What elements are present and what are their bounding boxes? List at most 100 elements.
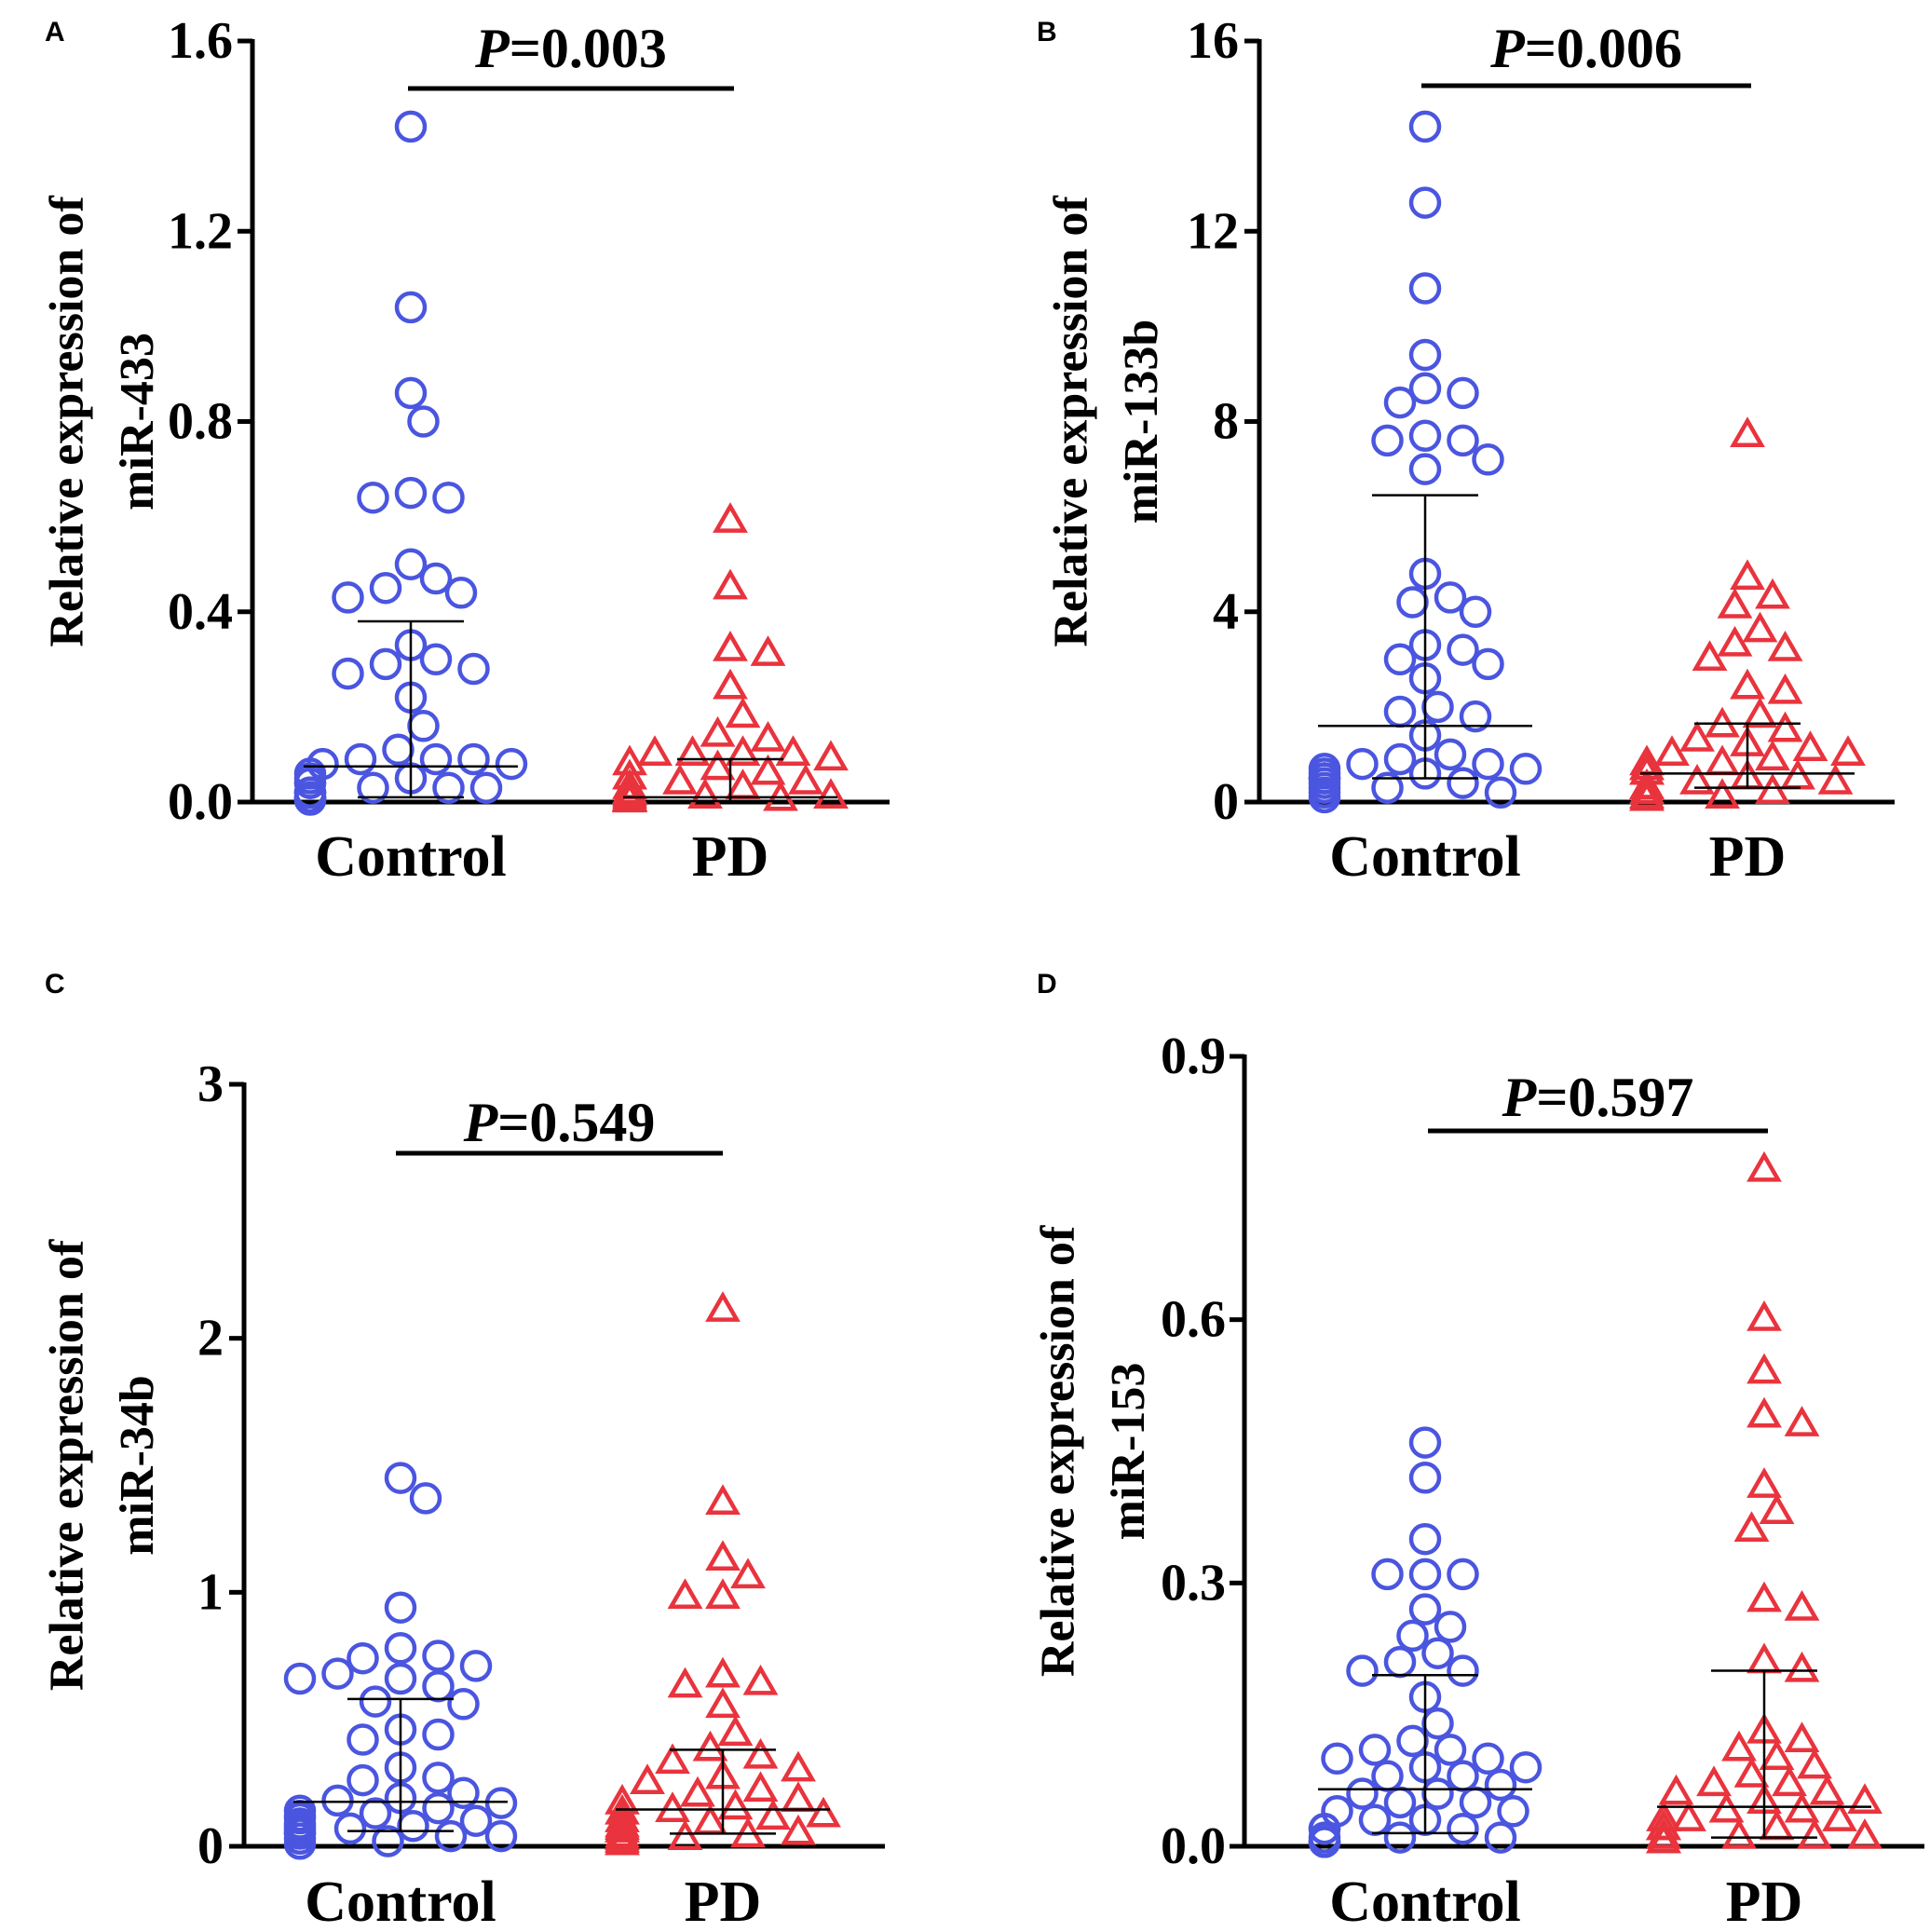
data-point-pd [1679, 763, 1715, 795]
data-point-pd [705, 1656, 741, 1688]
data-point-control [1308, 781, 1341, 814]
data-point-pd [655, 1743, 690, 1775]
data-point-control [1408, 372, 1442, 405]
data-point-control [332, 657, 364, 690]
data-point-pd [1767, 711, 1803, 742]
data-point-control [1421, 690, 1454, 724]
panel-letter: C [45, 969, 65, 1000]
data-point-control [384, 1462, 417, 1494]
y-tick-label: 0.9 [1161, 1027, 1226, 1085]
data-point-control [1434, 1611, 1467, 1643]
p-number: =0.597 [1536, 1067, 1693, 1128]
data-point-pd [1747, 1150, 1782, 1182]
data-point-pd [1784, 1651, 1820, 1682]
data-point-pd [813, 740, 849, 771]
data-point-pd [1755, 773, 1790, 804]
y-tick-label: 4 [1213, 583, 1239, 641]
data-point-pd [1772, 1765, 1807, 1797]
data-point-pd [1822, 1801, 1857, 1831]
p-symbol: P [1489, 18, 1526, 79]
data-point-control [347, 1763, 379, 1797]
data-point-pd [1717, 587, 1753, 619]
data-point-pd [1733, 1511, 1770, 1542]
data-point-control [394, 376, 428, 410]
y-tick-label: 12 [1187, 202, 1239, 260]
x-category-label-pd: PD [1726, 1871, 1803, 1932]
data-point-pd [1767, 630, 1803, 661]
data-point-control [434, 1819, 468, 1853]
data-point-control [384, 1591, 417, 1624]
data-point-control [1383, 742, 1417, 776]
p-value-label: P=0.006 [1489, 18, 1682, 79]
data-point-pd [705, 1291, 741, 1322]
data-point-pd [1679, 720, 1715, 752]
data-point-pd [713, 502, 748, 533]
data-point-control [1408, 1462, 1442, 1494]
data-point-control [384, 1632, 417, 1665]
data-point-control [1497, 1795, 1529, 1828]
y-axis-label-line1: Relative expression of [40, 1239, 93, 1691]
data-point-control [1421, 1707, 1454, 1740]
data-point-pd [806, 1796, 841, 1828]
x-category-label-control: Control [1329, 1871, 1521, 1932]
data-point-control [422, 1639, 455, 1672]
data-point-pd [1747, 1299, 1782, 1331]
data-point-pd [1646, 1822, 1681, 1854]
data-point-control [409, 1482, 442, 1515]
data-point-control [372, 1825, 404, 1857]
y-axis-label: Relative expression of miR-133b [1044, 196, 1167, 647]
data-point-pd [662, 763, 698, 795]
data-point-pd [1747, 1467, 1782, 1498]
data-point-control [407, 710, 440, 742]
data-point-pd [1742, 611, 1778, 643]
data-point-pd [813, 778, 849, 810]
y-axis-label-line2: miR-133b [1115, 320, 1168, 524]
data-point-control [459, 1650, 493, 1682]
data-point-control [1383, 1821, 1417, 1854]
data-point-pd [755, 1799, 791, 1830]
panel-A: A 0.0 0.4 0.8 1.2 1.6 Relative expression of mi… [40, 12, 890, 889]
data-point-control [1383, 1645, 1417, 1679]
data-point-control [321, 1784, 354, 1817]
data-point-pd [1717, 625, 1753, 657]
data-point-control [1459, 1786, 1492, 1819]
x-category-label-pd: PD [692, 825, 769, 889]
data-point-pd [750, 754, 786, 785]
y-tick-label: 3 [197, 1055, 224, 1113]
p-number: =0.549 [497, 1092, 655, 1153]
data-point-pd [667, 1819, 703, 1850]
p-number: =0.003 [510, 18, 667, 79]
p-symbol: P [474, 18, 510, 79]
data-point-pd [630, 1763, 665, 1794]
data-point-pd [781, 1781, 816, 1813]
data-point-pd [655, 1791, 690, 1822]
data-point-control [444, 577, 478, 609]
data-point-control [1383, 695, 1417, 728]
data-point-control [1472, 747, 1504, 781]
panel-C: C 0 1 2 3 Relative expression of miR-34b Contro… [40, 969, 885, 1932]
data-point-control [422, 1718, 455, 1751]
y-axis-label: Relative expression of miR-34b [40, 1239, 163, 1691]
data-point-control [1447, 1654, 1479, 1687]
data-point-pd [705, 1484, 741, 1516]
data-point-control [347, 1641, 379, 1675]
data-point-control [1472, 647, 1504, 681]
data-point-control [1383, 643, 1417, 676]
data-point-pd [725, 697, 761, 728]
data-point-pd [1629, 780, 1665, 811]
data-point-pd [750, 635, 786, 666]
data-point-pd [1646, 1817, 1681, 1849]
data-point-control [484, 1819, 518, 1853]
data-point-pd [730, 1558, 766, 1589]
y-tick-label: 1.6 [168, 12, 233, 70]
data-point-control [359, 1797, 392, 1830]
data-point-control [447, 1776, 480, 1809]
data-point-control [394, 548, 428, 580]
data-point-pd [1747, 1642, 1782, 1674]
y-axis-label-line2: miR-433 [111, 333, 164, 510]
data-point-pd [1629, 773, 1665, 804]
data-point-pd [705, 1578, 741, 1609]
x-category-label-control: Control [1329, 825, 1521, 889]
data-point-control [1447, 633, 1479, 666]
